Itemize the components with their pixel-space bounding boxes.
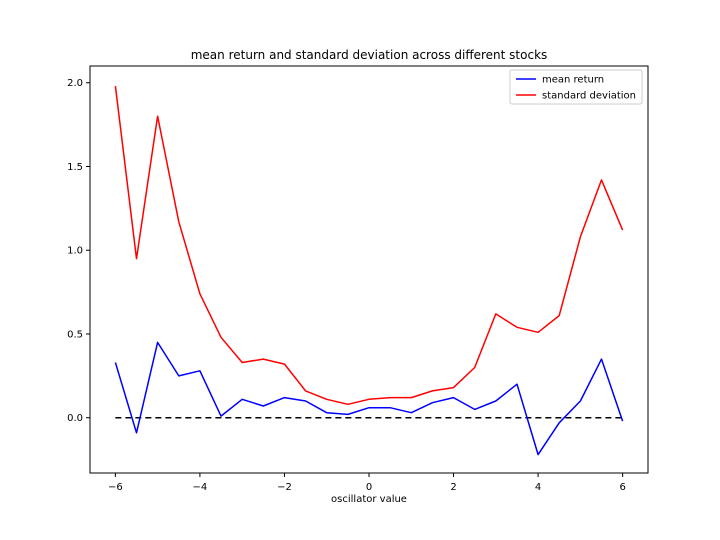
x-tick-label: 4 [535, 482, 541, 493]
x-tick-label: 6 [619, 482, 625, 493]
x-tick-label: −4 [193, 482, 208, 493]
x-tick-label: 0 [366, 482, 372, 493]
x-axis-label: oscillator value [331, 494, 407, 505]
x-tick-label: −2 [277, 482, 292, 493]
legend-box [509, 69, 643, 105]
y-tick-label: 0.0 [67, 413, 83, 424]
y-tick-label: 2.0 [67, 78, 83, 89]
series-line-standard-deviation [114, 86, 624, 406]
series-layer [114, 86, 624, 456]
y-tick-label: 0.5 [67, 329, 83, 340]
legend: mean return standard deviation [509, 69, 643, 105]
x-tick-label: 2 [450, 482, 456, 493]
y-axis: 0.0 0.5 1.0 1.5 2.0 [67, 78, 90, 424]
y-tick-label: 1.0 [67, 246, 83, 257]
legend-label: standard deviation [542, 91, 636, 102]
y-tick-label: 1.5 [67, 162, 83, 173]
chart-title: mean return and standard deviation acros… [191, 48, 548, 62]
legend-label: mean return [542, 75, 604, 86]
plot-area: −6 −4 −2 0 2 4 6 0.0 0.5 1.0 1.5 2.0 [67, 65, 649, 493]
series-line-mean-return [114, 341, 624, 456]
x-tick-label: −6 [108, 482, 123, 493]
axes-frame [89, 65, 649, 474]
x-axis: −6 −4 −2 0 2 4 6 [108, 473, 626, 493]
